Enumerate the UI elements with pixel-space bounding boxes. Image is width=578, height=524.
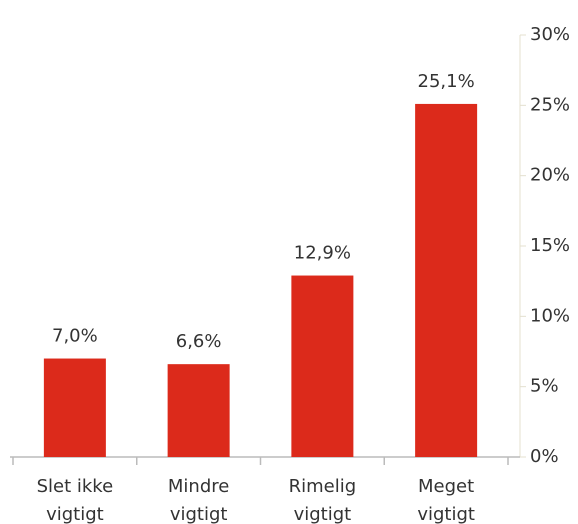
x-tick-label: Mindre vigtigt [167,476,230,524]
y-tick-label: 20% [530,165,570,186]
y-tick-label: 10% [530,305,570,326]
value-label: 6,6% [176,331,222,352]
bar [43,358,106,457]
x-tick-label: Slet ikke vigtigt [36,476,114,524]
bar [415,103,478,457]
y-tick-label: 15% [530,235,570,256]
bar [167,364,230,457]
y-tick-label: 0% [530,446,559,467]
y-tick-label: 25% [530,94,570,115]
value-label: 12,9% [294,243,351,264]
value-label: 25,1% [418,71,475,92]
x-tick-label: Rimelig vigtigt [288,476,357,524]
x-tick-label: Meget vigtigt [417,476,475,524]
bar [291,275,354,457]
y-tick-label: 30% [530,24,570,45]
value-label: 7,0% [52,326,98,347]
y-tick-label: 5% [530,376,559,397]
